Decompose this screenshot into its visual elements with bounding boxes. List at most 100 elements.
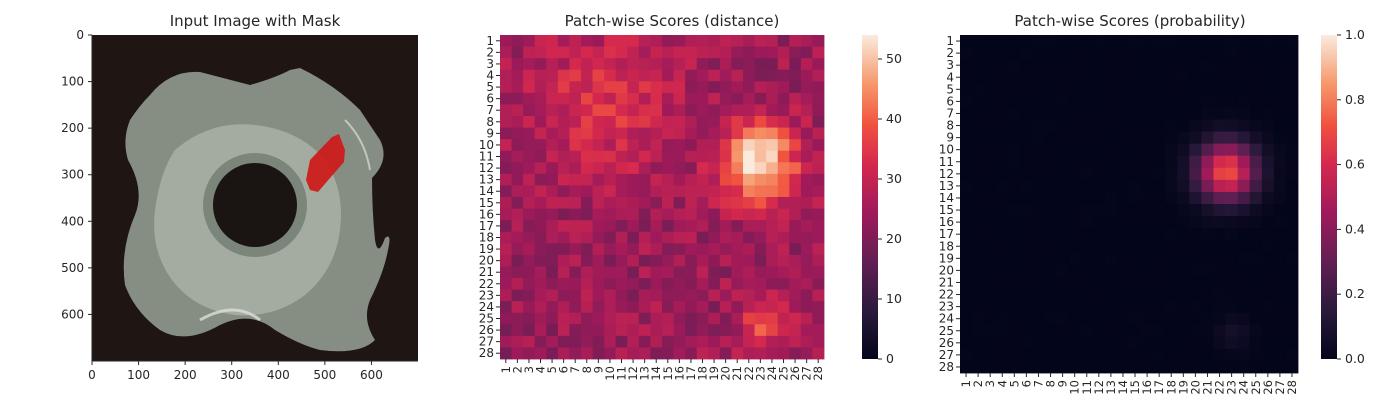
heatmap-cell	[1201, 288, 1214, 301]
heatmap-cell	[615, 92, 628, 105]
heatmap-cell	[511, 324, 524, 337]
heatmap-cell	[1189, 107, 1202, 120]
heatmap-cell	[581, 324, 593, 337]
heatmap-cell	[1141, 71, 1154, 84]
heatmap-cell	[696, 185, 709, 198]
heatmap-cell	[523, 185, 536, 198]
heatmap-cell	[996, 179, 1009, 193]
heatmap-cell	[1261, 240, 1275, 253]
heatmap-cell	[731, 46, 744, 59]
heatmap-cell	[615, 116, 628, 128]
heatmap-cell	[996, 276, 1009, 289]
heatmap-cell	[673, 127, 686, 140]
heatmap-cell	[1285, 360, 1299, 374]
heatmap-cell	[592, 197, 605, 209]
heatmap-cell	[996, 83, 1009, 96]
colorbar-tick-label: 10	[886, 291, 902, 306]
heatmap-cell	[1020, 191, 1033, 205]
heatmap-cell	[1237, 131, 1251, 145]
heatmap-cell	[1225, 204, 1239, 217]
heatmap-cell	[731, 243, 744, 256]
heatmap-cell	[638, 81, 651, 94]
y-tick-label: 21	[939, 275, 954, 289]
heatmap-cell	[511, 231, 524, 244]
heatmap-cell	[719, 324, 732, 337]
y-tick-label: 0	[76, 28, 84, 42]
heatmap-cell	[534, 58, 547, 71]
heatmap-cell	[662, 301, 674, 314]
heatmap-cell	[581, 46, 593, 59]
heatmap-cell	[673, 266, 686, 279]
heatmap-cell	[638, 289, 651, 302]
heatmap-cell	[1056, 95, 1070, 108]
heatmap-cell	[546, 173, 559, 186]
heatmap-cell	[581, 243, 593, 256]
heatmap-cell	[650, 173, 663, 186]
heatmap-cell	[615, 58, 628, 71]
heatmap-cell	[708, 220, 721, 233]
heatmap-cell	[719, 92, 732, 105]
colorbar-tick-label: 30	[886, 171, 902, 186]
part-highlight	[199, 308, 261, 322]
heatmap-cell	[1237, 324, 1251, 338]
x-tick-label: 12	[626, 366, 640, 381]
heatmap-cell	[1273, 143, 1287, 157]
heatmap-cell	[743, 116, 755, 128]
heatmap-cell	[1068, 348, 1082, 362]
heatmap-cell	[1116, 252, 1130, 265]
heatmap-cell	[743, 347, 755, 360]
heatmap-cell	[984, 131, 997, 145]
heatmap-cell	[581, 301, 593, 314]
heatmap-cell	[1261, 191, 1275, 205]
heatmap-cell	[984, 47, 997, 60]
heatmap-cell	[534, 231, 547, 244]
heatmap-cell	[984, 288, 997, 301]
heatmap-cell	[662, 266, 674, 279]
heatmap-cell	[1116, 95, 1130, 108]
x-tick-label: 3	[983, 380, 997, 387]
heatmap-cell	[1249, 179, 1263, 193]
heatmap-cell	[1129, 300, 1142, 314]
heatmap-cell	[1177, 276, 1190, 289]
heatmap-cell	[511, 58, 524, 71]
heatmap-cell	[627, 104, 640, 117]
heatmap-cell	[1189, 179, 1202, 193]
heatmap-cell	[1032, 83, 1045, 96]
heatmap-cell	[1237, 288, 1251, 301]
heatmap-cell	[708, 139, 721, 152]
heatmap-cell	[1020, 300, 1033, 314]
heatmap-cell	[800, 58, 813, 71]
heatmap-cell	[1092, 191, 1106, 205]
heatmap-cell	[1273, 71, 1287, 84]
heatmap-cell	[1189, 312, 1202, 326]
heatmap-cell	[662, 150, 674, 163]
heatmap-cell	[1092, 119, 1106, 132]
heatmap-cell	[1153, 228, 1166, 241]
heatmap-cell	[1213, 35, 1226, 48]
heatmap-cell	[1273, 216, 1287, 229]
heatmap-cell	[1008, 216, 1021, 229]
heatmap-cell	[546, 104, 559, 117]
heatmap-cell	[685, 173, 698, 186]
heatmap-cell	[650, 301, 663, 314]
heatmap-cell	[1080, 324, 1094, 338]
heatmap-cell	[789, 231, 802, 244]
heatmap-cell	[1177, 167, 1190, 181]
heatmap-cell	[1020, 252, 1033, 265]
y-tick-label: 14	[479, 184, 494, 198]
heatmap-cell	[615, 208, 628, 221]
heatmap-cell	[1008, 204, 1021, 217]
metal-part-shape	[123, 68, 390, 352]
heatmap-cell	[960, 143, 973, 157]
heatmap-cell	[1032, 360, 1045, 374]
heatmap-cell	[984, 336, 997, 350]
heatmap-cell	[960, 204, 973, 217]
x-tick-label: 17	[1152, 380, 1166, 395]
heatmap-cell	[1213, 204, 1226, 217]
heatmap-cell	[627, 173, 640, 186]
heatmap-cell	[789, 266, 802, 279]
heatmap-cell	[557, 301, 570, 314]
heatmap-cell	[777, 185, 790, 198]
heatmap-cell	[1080, 131, 1094, 145]
heatmap-cell	[984, 228, 997, 241]
